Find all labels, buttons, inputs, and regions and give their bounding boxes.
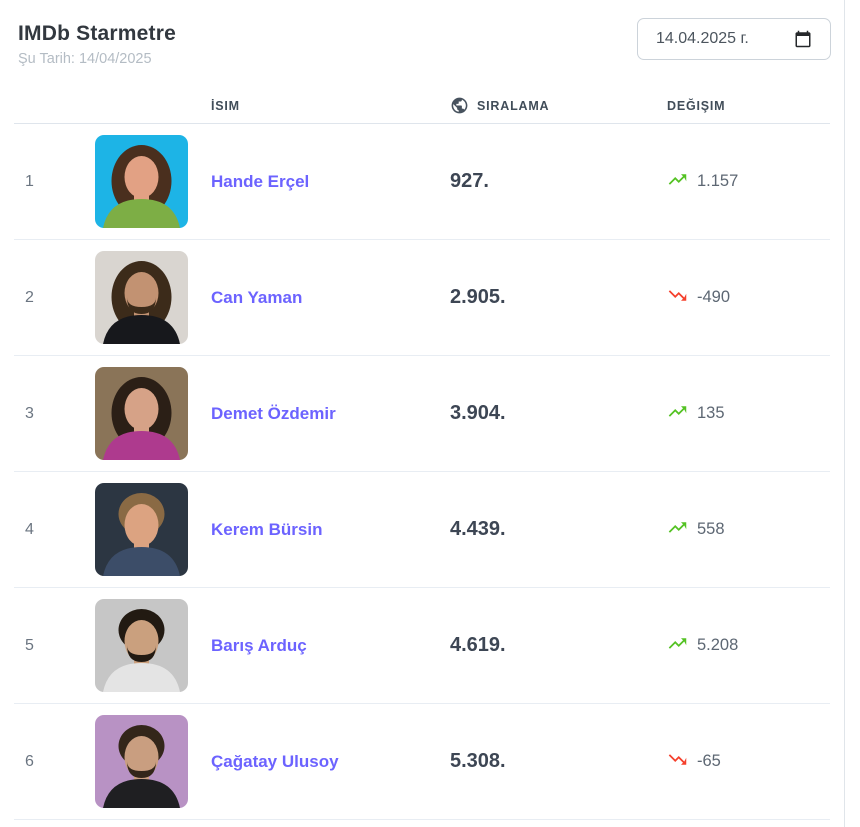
- trending-down-icon: [668, 289, 687, 301]
- change-value: 558: [697, 520, 725, 538]
- trending-up-icon: [668, 405, 687, 417]
- person-name-link[interactable]: Hande Erçel: [211, 171, 310, 191]
- change-value: 5.208: [697, 636, 739, 654]
- person-photo[interactable]: [95, 251, 188, 344]
- table-row: 1 Hande Erçel 927. 1.157: [14, 124, 830, 240]
- page-header: IMDb Starmetre Şu Tarih: 14/04/2025 14.0…: [0, 0, 844, 88]
- row-rank: 6: [25, 752, 34, 770]
- header-ranking: SIRALAMA: [450, 96, 667, 115]
- row-rank: 2: [25, 288, 34, 306]
- date-value[interactable]: 14.04.2025 г.: [656, 30, 749, 47]
- change-cell: 135: [667, 401, 830, 427]
- date-picker-input[interactable]: 14.04.2025 г.: [637, 18, 831, 60]
- person-photo[interactable]: [95, 135, 188, 228]
- ranking-value: 2.905.: [450, 286, 506, 308]
- table-body: 1 Hande Erçel 927. 1.157 2 Can Yaman 2.9…: [14, 124, 830, 820]
- person-photo[interactable]: [95, 599, 188, 692]
- table-row: 2 Can Yaman 2.905. -490: [14, 240, 830, 356]
- trending-up-icon: [668, 173, 687, 185]
- person-name-link[interactable]: Can Yaman: [211, 287, 303, 307]
- table-header-row: İSIM SIRALAMA DEĞIŞIM: [14, 88, 830, 124]
- table-row: 6 Çağatay Ulusoy 5.308. -65: [14, 704, 830, 820]
- person-name-link[interactable]: Barış Arduç: [211, 635, 307, 655]
- row-rank: 1: [25, 172, 34, 190]
- header-ranking-label: SIRALAMA: [477, 98, 550, 113]
- page-title: IMDb Starmetre: [18, 22, 177, 45]
- person-name-link[interactable]: Çağatay Ulusoy: [211, 751, 339, 771]
- trending-down-icon: [668, 753, 687, 765]
- change-value: 135: [697, 404, 725, 422]
- header-name: İSIM: [211, 98, 240, 113]
- ranking-value: 5.308.: [450, 750, 506, 772]
- row-rank: 5: [25, 636, 34, 654]
- person-photo[interactable]: [95, 715, 188, 808]
- change-cell: 1.157: [667, 169, 830, 195]
- person-photo[interactable]: [95, 483, 188, 576]
- change-cell: -65: [667, 749, 830, 775]
- change-value: -490: [697, 288, 731, 306]
- ranking-value: 4.439.: [450, 518, 506, 540]
- change-value: -65: [697, 752, 721, 770]
- row-rank: 4: [25, 520, 34, 538]
- change-cell: -490: [667, 285, 830, 311]
- person-photo[interactable]: [95, 367, 188, 460]
- person-name-link[interactable]: Demet Özdemir: [211, 403, 336, 423]
- trending-up-icon: [668, 521, 687, 533]
- change-cell: 5.208: [667, 633, 830, 659]
- row-rank: 3: [25, 404, 34, 422]
- trending-up-icon: [668, 637, 687, 649]
- table-row: 4 Kerem Bürsin 4.439. 558: [14, 472, 830, 588]
- calendar-icon[interactable]: [794, 30, 812, 48]
- change-cell: 558: [667, 517, 830, 543]
- header-change: DEĞIŞIM: [667, 98, 726, 113]
- current-date-label: Şu Tarih: 14/04/2025: [18, 51, 152, 67]
- table-row: 3 Demet Özdemir 3.904. 135: [14, 356, 830, 472]
- person-name-link[interactable]: Kerem Bürsin: [211, 519, 323, 539]
- ranking-value: 927.: [450, 170, 489, 192]
- change-value: 1.157: [697, 172, 739, 190]
- table-row: 5 Barış Arduç 4.619. 5.208: [14, 588, 830, 704]
- ranking-value: 3.904.: [450, 402, 506, 424]
- ranking-value: 4.619.: [450, 634, 506, 656]
- globe-icon: [451, 97, 468, 114]
